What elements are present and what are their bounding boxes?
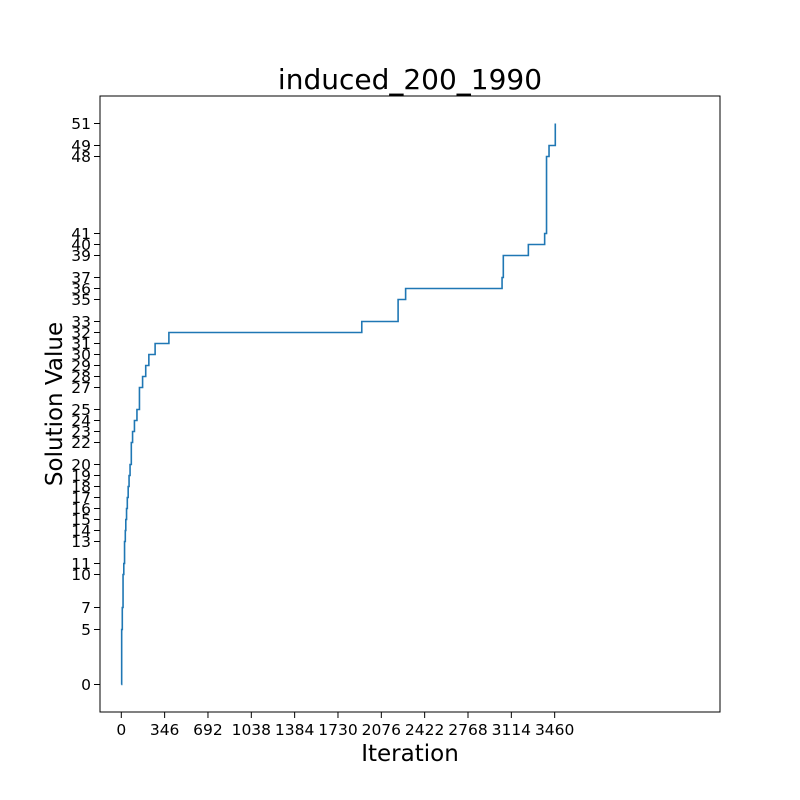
y-tick-label: 23 (71, 423, 91, 441)
x-tick-label: 2076 (362, 721, 401, 739)
x-tick-label: 2768 (448, 721, 487, 739)
y-tick-label: 37 (71, 269, 91, 287)
series-line (120, 123, 557, 686)
x-axis: 0 346 692 1038 1384 1730 2076 2422 2768 3114 3460 (116, 712, 574, 739)
x-tick-label: 692 (193, 721, 223, 739)
x-tick-label: 1384 (275, 721, 314, 739)
y-tick-label: 25 (71, 401, 91, 419)
y-axis: 0571011131415161718192022232425272829303… (71, 115, 100, 694)
x-tick-label: 0 (116, 721, 126, 739)
y-tick-label: 51 (71, 115, 91, 133)
x-tick-label: 3114 (492, 721, 531, 739)
x-tick-label: 346 (150, 721, 180, 739)
y-tick-label: 39 (71, 247, 91, 265)
x-tick-label: 1730 (318, 721, 357, 739)
y-tick-label: 48 (71, 148, 91, 166)
y-tick-label: 5 (81, 621, 91, 639)
y-tick-label: 7 (81, 599, 91, 617)
y-axis-label: Solution Value (42, 322, 68, 486)
x-tick-label: 2422 (405, 721, 444, 739)
y-tick-label: 16 (71, 500, 91, 518)
y-tick-label: 27 (71, 379, 91, 397)
y-tick-label: 36 (71, 280, 91, 298)
y-tick-label: 0 (81, 676, 91, 694)
y-tick-label: 11 (71, 555, 91, 573)
y-tick-label: 49 (71, 137, 91, 155)
y-tick-label: 15 (71, 511, 91, 529)
y-tick-label: 13 (71, 533, 91, 551)
y-tick-label: 31 (71, 335, 91, 353)
y-tick-label: 14 (71, 522, 91, 540)
y-tick-label: 40 (71, 236, 91, 254)
y-tick-label: 10 (71, 566, 91, 584)
x-tick-label: 3460 (535, 721, 574, 739)
chart-title: induced_200_1990 (278, 63, 542, 96)
y-tick-label: 17 (71, 489, 91, 507)
y-tick-label: 28 (71, 368, 91, 386)
y-tick-label: 24 (71, 412, 91, 430)
plot-frame (99, 95, 721, 713)
plot-area (120, 123, 557, 686)
y-tick-label: 20 (71, 456, 91, 474)
y-tick-label: 35 (71, 291, 91, 309)
y-tick-label: 33 (71, 313, 91, 331)
y-tick-label: 18 (71, 478, 91, 496)
y-tick-label: 29 (71, 357, 91, 375)
x-tick-label: 1038 (232, 721, 271, 739)
y-tick-label: 41 (71, 225, 91, 243)
y-tick-label: 30 (71, 346, 91, 364)
y-tick-label: 32 (71, 324, 91, 342)
y-tick-label: 19 (71, 467, 91, 485)
x-axis-label: Iteration (361, 741, 459, 767)
y-tick-label: 22 (71, 434, 91, 452)
